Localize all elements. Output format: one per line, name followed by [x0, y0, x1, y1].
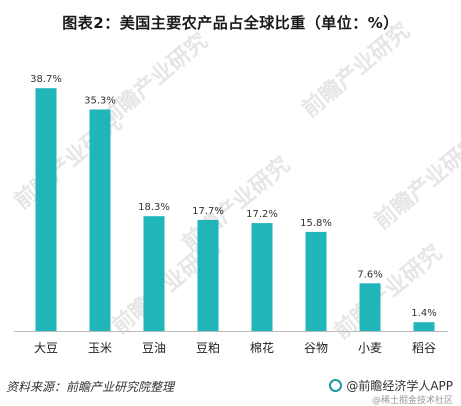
value-label-3: 18.3% [138, 202, 170, 213]
bar-1 [35, 88, 57, 331]
value-label-7: 7.6% [357, 269, 382, 280]
watermark-text: 前瞻产业研究 [369, 130, 461, 235]
x-tick-label-2: 玉米 [88, 341, 112, 355]
x-tick-label-3: 豆油 [142, 341, 166, 355]
x-tick-label-1: 大豆 [34, 341, 58, 355]
bar-8 [413, 322, 435, 331]
bar-3 [143, 216, 165, 331]
value-label-4: 17.7% [192, 206, 224, 217]
value-label-8: 1.4% [411, 308, 436, 319]
bar-7 [359, 283, 381, 331]
value-label-1: 38.7% [30, 74, 62, 85]
watermark-text: 前瞻产业研究 [297, 18, 415, 123]
x-tick-label-6: 谷物 [304, 341, 328, 355]
x-tick-labels: 大豆 玉米 豆油 豆粕 棉花 谷物 小麦 稻谷 [34, 340, 436, 355]
brand-credit: @前瞻经济学人APP [329, 377, 453, 394]
x-tick-label-4: 豆粕 [196, 340, 220, 355]
value-labels: 38.7% 35.3% 18.3% 17.7% 17.2% 15.8% 7.6% 1.4% [30, 74, 437, 319]
value-label-5: 17.2% [246, 209, 278, 220]
value-label-2: 35.3% [84, 96, 116, 107]
x-tick-label-5: 棉花 [250, 340, 274, 355]
chart-title: 图表2：美国主要农产品占全球比重（单位：%） [62, 14, 399, 32]
x-tick-label-7: 小麦 [358, 341, 382, 355]
bar-2 [89, 109, 111, 331]
source-note: 资料来源：前瞻产业研究院整理 [6, 380, 175, 394]
brand-label: @前瞻经济学人APP [346, 379, 453, 393]
bar-6 [305, 231, 327, 331]
bar-group [35, 88, 435, 331]
community-credit: @稀土掘金技术社区 [371, 396, 453, 406]
bar-5 [251, 223, 273, 331]
bar-4 [197, 219, 219, 331]
x-tick-label-8: 稻谷 [412, 341, 436, 355]
brand-logo-icon [329, 379, 343, 392]
watermark-text: 前瞻产业研究 [177, 152, 295, 257]
value-label-6: 15.8% [300, 218, 332, 229]
